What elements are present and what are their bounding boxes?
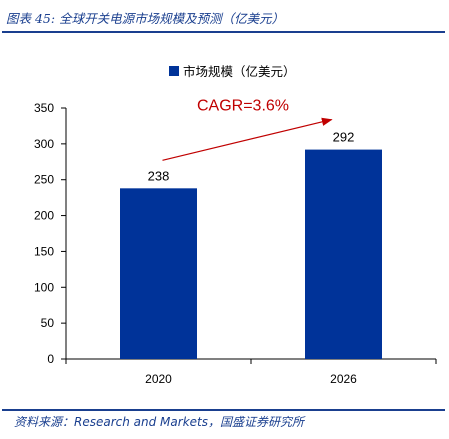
legend: 市场规模（亿美元） — [169, 64, 296, 79]
bars — [120, 149, 382, 359]
y-tick-label: 200 — [34, 209, 54, 223]
bar-2020 — [120, 188, 197, 359]
bottom-rule — [2, 409, 445, 411]
y-tick-label: 150 — [34, 244, 54, 258]
y-axis: 0 50 100 150 200 250 300 350 — [34, 101, 67, 366]
x-tick-label: 2020 — [145, 372, 172, 386]
data-labels: 238 292 — [148, 130, 355, 184]
legend-label: 市场规模（亿美元） — [183, 64, 296, 79]
data-label-2020: 238 — [148, 168, 170, 183]
y-tick-label: 50 — [41, 316, 55, 330]
cagr-label: CAGR=3.6% — [197, 98, 289, 115]
x-axis: 2020 2026 — [65, 358, 437, 386]
source-note: 资料来源：Research and Markets，国盛证券研究所 — [14, 415, 304, 429]
top-rule — [2, 31, 445, 33]
figure-title: 图表 45: 全球开关电源市场规模及预测（亿美元） — [6, 11, 285, 26]
y-tick-label: 100 — [34, 280, 54, 294]
legend-swatch — [169, 66, 179, 76]
y-tick-label: 250 — [34, 173, 54, 187]
y-tick-label: 300 — [34, 137, 54, 151]
cagr-annotation: CAGR=3.6% — [162, 98, 333, 161]
bar-2026 — [305, 149, 382, 359]
x-tick-label: 2026 — [330, 372, 357, 386]
cagr-arrow — [162, 117, 333, 161]
data-label-2026: 292 — [333, 130, 355, 145]
y-tick-label: 0 — [47, 352, 54, 366]
y-tick-label: 350 — [34, 101, 54, 115]
